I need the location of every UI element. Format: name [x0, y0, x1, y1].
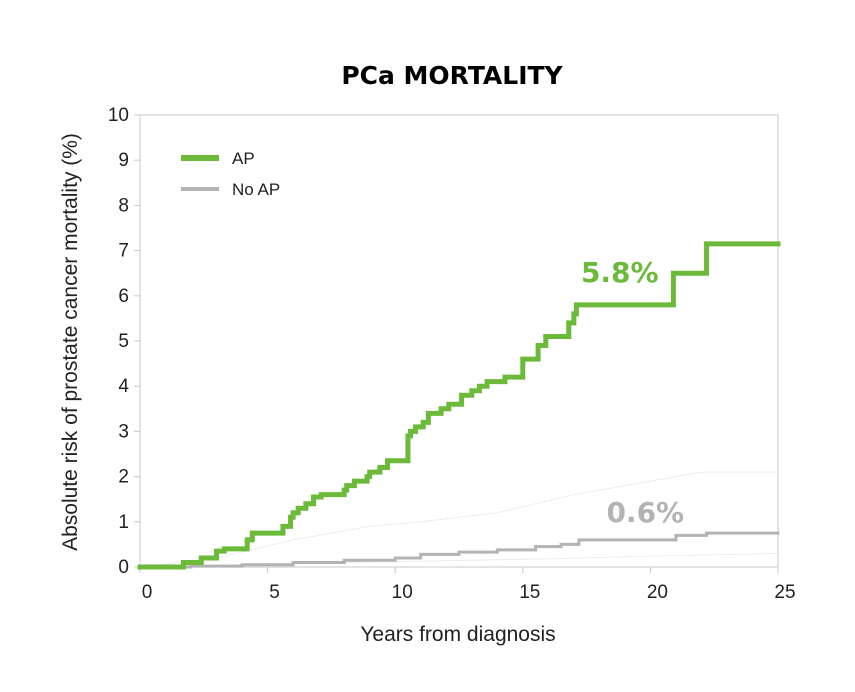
y-tick-label: 7	[118, 241, 129, 262]
y-tick-label: 1	[118, 512, 129, 533]
y-tick-label: 9	[118, 150, 129, 171]
y-tick-label: 0	[118, 557, 129, 578]
x-tick-label: 5	[269, 582, 280, 603]
series-layer	[137, 241, 781, 570]
annotation-no-ap-final: 0.6%	[606, 496, 684, 529]
x-tick-label: 10	[392, 582, 413, 603]
y-tick-label: 10	[108, 105, 129, 126]
y-tick-label: 2	[118, 467, 129, 488]
x-tick-label: 15	[519, 582, 540, 603]
y-tick-label: 3	[118, 421, 129, 442]
y-tick-label: 4	[118, 376, 129, 397]
legend-label-no-ap: No AP	[232, 180, 280, 199]
y-tick-label: 5	[118, 331, 129, 352]
annotation-ap-final: 5.8%	[581, 256, 659, 289]
x-axis-label: Years from diagnosis	[360, 623, 555, 646]
x-tick-label: 25	[774, 582, 795, 603]
series-line-no-ap	[138, 531, 780, 569]
x-axis-ticks: 0 5 10 15 20 25	[139, 567, 796, 603]
x-tick-label: 0	[142, 582, 153, 603]
y-tick-label: 8	[118, 195, 129, 216]
y-tick-label: 6	[118, 286, 129, 307]
chart-title: PCa MORTALITY	[341, 61, 563, 90]
confidence-band-line	[139, 471, 778, 568]
x-tick-label: 20	[647, 582, 668, 603]
legend: AP No AP	[181, 149, 280, 199]
series-line-ap	[137, 241, 781, 570]
y-axis-ticks: 0 1 2 3 4 5 6 7 8 9 10	[108, 105, 140, 578]
legend-label-ap: AP	[232, 149, 255, 168]
y-axis-label: Absolute risk of prostate cancer mortali…	[59, 133, 82, 551]
